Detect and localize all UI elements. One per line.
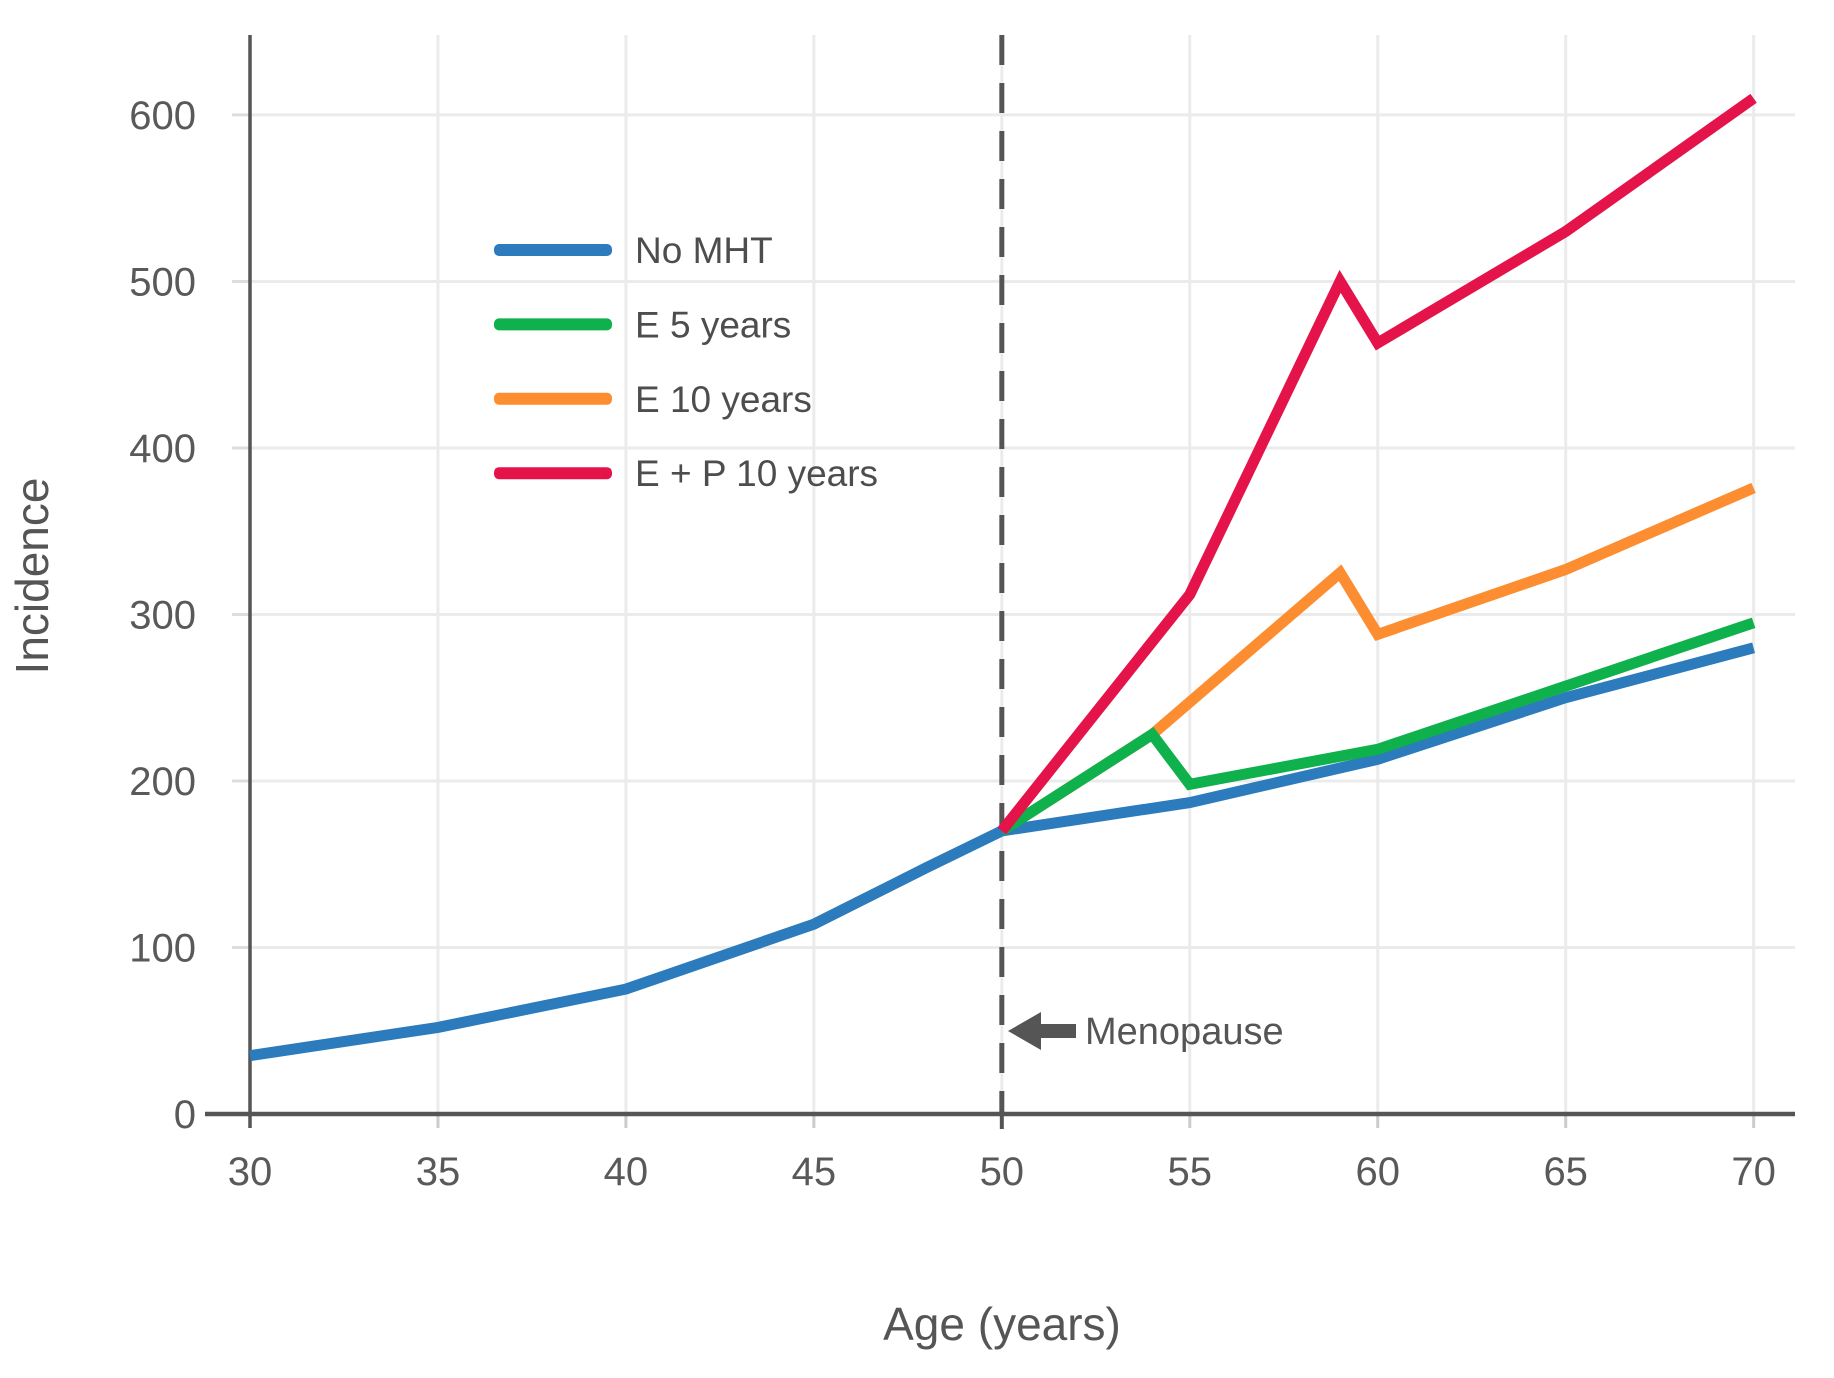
- x-tick-label-45: 45: [792, 1150, 837, 1194]
- y-tick-label-300: 300: [129, 593, 196, 637]
- horizontal-gridlines: [250, 113, 1795, 949]
- legend-label-e-5-years: E 5 years: [635, 304, 791, 345]
- left-arrow-icon: [1008, 1012, 1076, 1050]
- y-tick-label-0: 0: [174, 1093, 196, 1137]
- legend-swatch-e-10-years: [494, 392, 612, 405]
- series-line-e-p-10-years: [997, 93, 1757, 835]
- y-tick-label-400: 400: [129, 427, 196, 471]
- legend-item-e-10-years: E 10 years: [494, 379, 812, 420]
- legend-item-no-mht: No MHT: [494, 230, 773, 271]
- x-tick-label-70: 70: [1731, 1150, 1776, 1194]
- legend-item-e-5-years: E 5 years: [494, 304, 791, 345]
- x-tick-label-35: 35: [416, 1150, 461, 1194]
- x-tick-label-65: 65: [1543, 1150, 1588, 1194]
- legend-label-e-p-10-years: E + P 10 years: [635, 453, 878, 494]
- x-tick-label-55: 55: [1168, 1150, 1213, 1194]
- tick-marks: [232, 113, 1756, 1129]
- series-line-no-mht: [249, 642, 1756, 1062]
- y-tick-label-600: 600: [129, 94, 196, 138]
- y-tick-label-200: 200: [129, 760, 196, 804]
- legend-label-e-10-years: E 10 years: [635, 379, 812, 420]
- legend-label-no-mht: No MHT: [635, 230, 773, 271]
- legend-item-e-p-10-years: E + P 10 years: [494, 453, 878, 494]
- x-tick-label-60: 60: [1355, 1150, 1400, 1194]
- x-tick-labels: 30 35 40 45 50 55 60 65 70: [228, 1150, 1776, 1194]
- legend: No MHT E 5 years E 10 years E + P 10 years: [494, 230, 878, 494]
- x-axis-title: Age (years): [883, 1298, 1121, 1350]
- y-tick-labels: 0 100 200 300 400 500 600: [129, 94, 196, 1137]
- legend-swatch-no-mht: [494, 244, 612, 256]
- menopause-label: Menopause: [1085, 1011, 1284, 1053]
- legend-swatch-e-p-10-years: [494, 467, 612, 480]
- y-tick-label-500: 500: [129, 260, 196, 304]
- series-line-e-5-years: [998, 617, 1756, 836]
- x-tick-label-50: 50: [980, 1150, 1025, 1194]
- legend-swatch-e-5-years: [494, 318, 612, 331]
- series-lines: [249, 93, 1757, 1062]
- y-tick-label-100: 100: [129, 926, 196, 970]
- x-tick-label-40: 40: [604, 1150, 649, 1194]
- x-tick-label-30: 30: [228, 1150, 273, 1194]
- y-axis-title: Incidence: [6, 478, 58, 675]
- menopause-annotation: Menopause: [1008, 1011, 1284, 1053]
